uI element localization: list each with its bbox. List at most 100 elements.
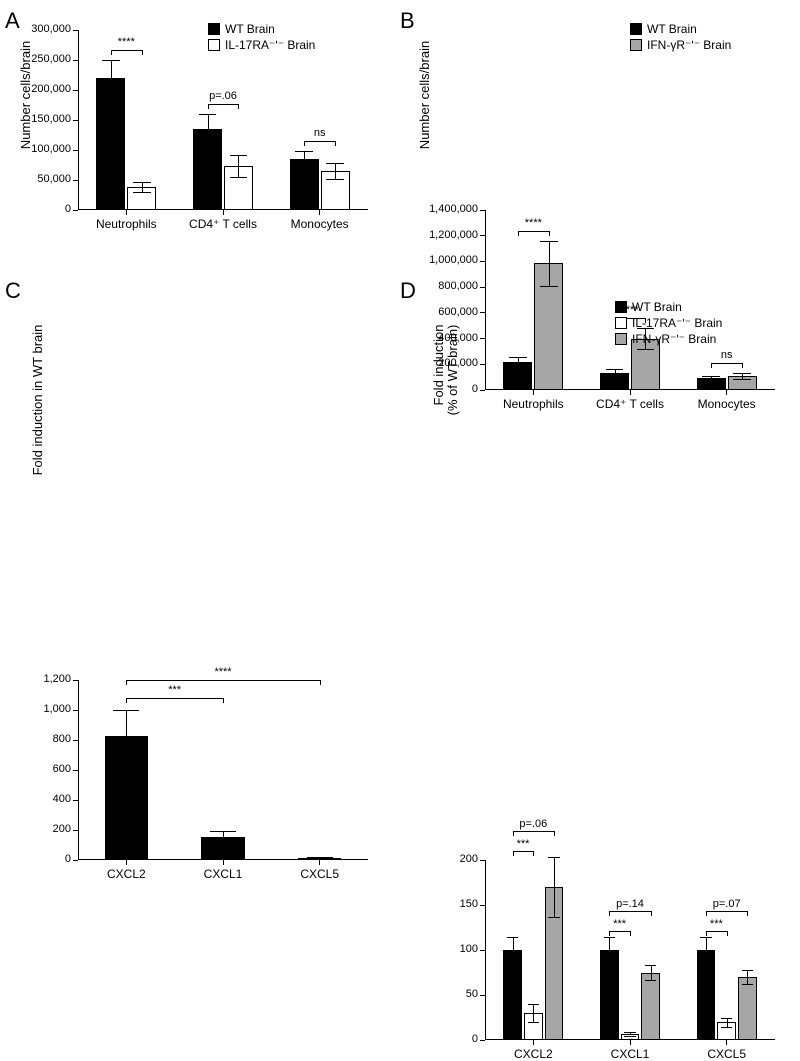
tick <box>126 210 127 215</box>
anno-tick <box>742 363 743 368</box>
tick <box>630 1040 631 1045</box>
err-line <box>700 937 711 938</box>
err-line <box>513 937 514 962</box>
x-tick-label: CXCL1 <box>178 867 268 881</box>
err-line <box>733 373 750 374</box>
y-axis-title: Number cells/brain <box>18 5 33 185</box>
err-line <box>727 1018 728 1027</box>
tick <box>480 364 485 365</box>
err-line <box>295 151 312 152</box>
err-line <box>637 349 654 350</box>
y-axis-title: Fold induction in WT brain <box>30 310 45 490</box>
tick-label: 800 <box>16 733 71 745</box>
axis-line <box>485 210 486 390</box>
tick-label: 1,000,000 <box>423 254 478 266</box>
legend-item: WT Brain <box>208 22 315 36</box>
legend-A: WT BrainIL-17RA⁻ʹ⁻ Brain <box>208 22 315 54</box>
err-line <box>548 857 559 858</box>
err-line <box>604 937 615 938</box>
x-tick-label: CXCL2 <box>488 1047 578 1061</box>
tick <box>480 390 485 391</box>
err-line <box>651 965 652 979</box>
anno-tick <box>706 931 707 936</box>
tick <box>480 287 485 288</box>
x-tick-label: Monocytes <box>682 397 772 411</box>
panel-label-C: C <box>5 278 21 304</box>
tick <box>630 390 631 395</box>
x-tick-label: Monocytes <box>275 217 365 231</box>
anno-line <box>208 104 239 105</box>
anno-tick <box>533 851 534 856</box>
err-line <box>335 163 336 179</box>
err-line <box>113 710 139 711</box>
tick-label: 600 <box>16 763 71 775</box>
anno-tick <box>630 931 631 936</box>
anno-tick <box>142 50 143 55</box>
element: IFN-γR⁻ʹ⁻ Brain <box>647 38 731 52</box>
tick-label: 0 <box>423 1033 478 1045</box>
tick-label: 1,400,000 <box>423 203 478 215</box>
axis-line <box>78 680 79 860</box>
tick <box>480 210 485 211</box>
err-line <box>507 937 518 938</box>
err-line <box>533 1004 534 1022</box>
chart-A: 050,000100,000150,000200,000250,000300,0… <box>78 30 368 210</box>
err-line <box>113 761 139 762</box>
x-tick-label: CXCL5 <box>682 1047 772 1061</box>
err-line <box>747 970 748 984</box>
tick-label: 400 <box>16 793 71 805</box>
y-axis-title: Fold induction <box>431 275 446 455</box>
anno-tick <box>335 141 336 146</box>
tick <box>480 1040 485 1041</box>
err-line <box>102 96 119 97</box>
err-line <box>509 367 526 368</box>
element: WT Brain <box>225 22 275 36</box>
tick <box>73 860 78 861</box>
err-line <box>210 843 236 844</box>
anno-tick <box>609 911 610 916</box>
chart-D: 050100150200CXCL2CXCL1CXCL5***p=.06***p=… <box>485 860 775 1040</box>
tick <box>73 740 78 741</box>
legend-item: IFN-γR⁻ʹ⁻ Brain <box>630 38 731 52</box>
err-line <box>733 379 750 380</box>
anno-line <box>609 931 630 932</box>
tick <box>319 210 320 215</box>
legend-sw <box>615 317 627 329</box>
err-line <box>133 192 150 193</box>
anno-tick <box>208 104 209 109</box>
err-line <box>702 376 719 377</box>
err-line <box>549 241 550 286</box>
err-line <box>742 984 753 985</box>
err-line <box>540 241 557 242</box>
err-line <box>295 167 312 168</box>
legend-sw <box>630 23 642 35</box>
err-line <box>624 1036 635 1037</box>
err-line <box>326 179 343 180</box>
tick <box>73 120 78 121</box>
anno: **** <box>198 666 248 678</box>
err-line <box>548 917 559 918</box>
tick-label: 200 <box>16 823 71 835</box>
legend-sw <box>630 39 642 51</box>
err-line <box>111 60 112 96</box>
err-line <box>645 980 656 981</box>
anno-line <box>304 141 335 142</box>
anno: *** <box>503 838 543 850</box>
x-tick-label: CXCL1 <box>585 1047 675 1061</box>
anno-line <box>513 831 554 832</box>
tick-label: 0 <box>16 853 71 865</box>
err-line <box>208 114 209 144</box>
err-line <box>210 831 236 832</box>
bar <box>738 977 757 1040</box>
err-line <box>528 1004 539 1005</box>
anno-tick <box>320 680 321 685</box>
tick <box>480 312 485 313</box>
tick <box>73 60 78 61</box>
tick <box>480 905 485 906</box>
err-line <box>554 857 555 916</box>
anno: p=.07 <box>705 898 749 910</box>
axis-line <box>78 30 79 210</box>
legend-item: IFN-γR⁻ʹ⁻ Brain <box>615 332 722 346</box>
tick <box>73 30 78 31</box>
tick <box>73 210 78 211</box>
